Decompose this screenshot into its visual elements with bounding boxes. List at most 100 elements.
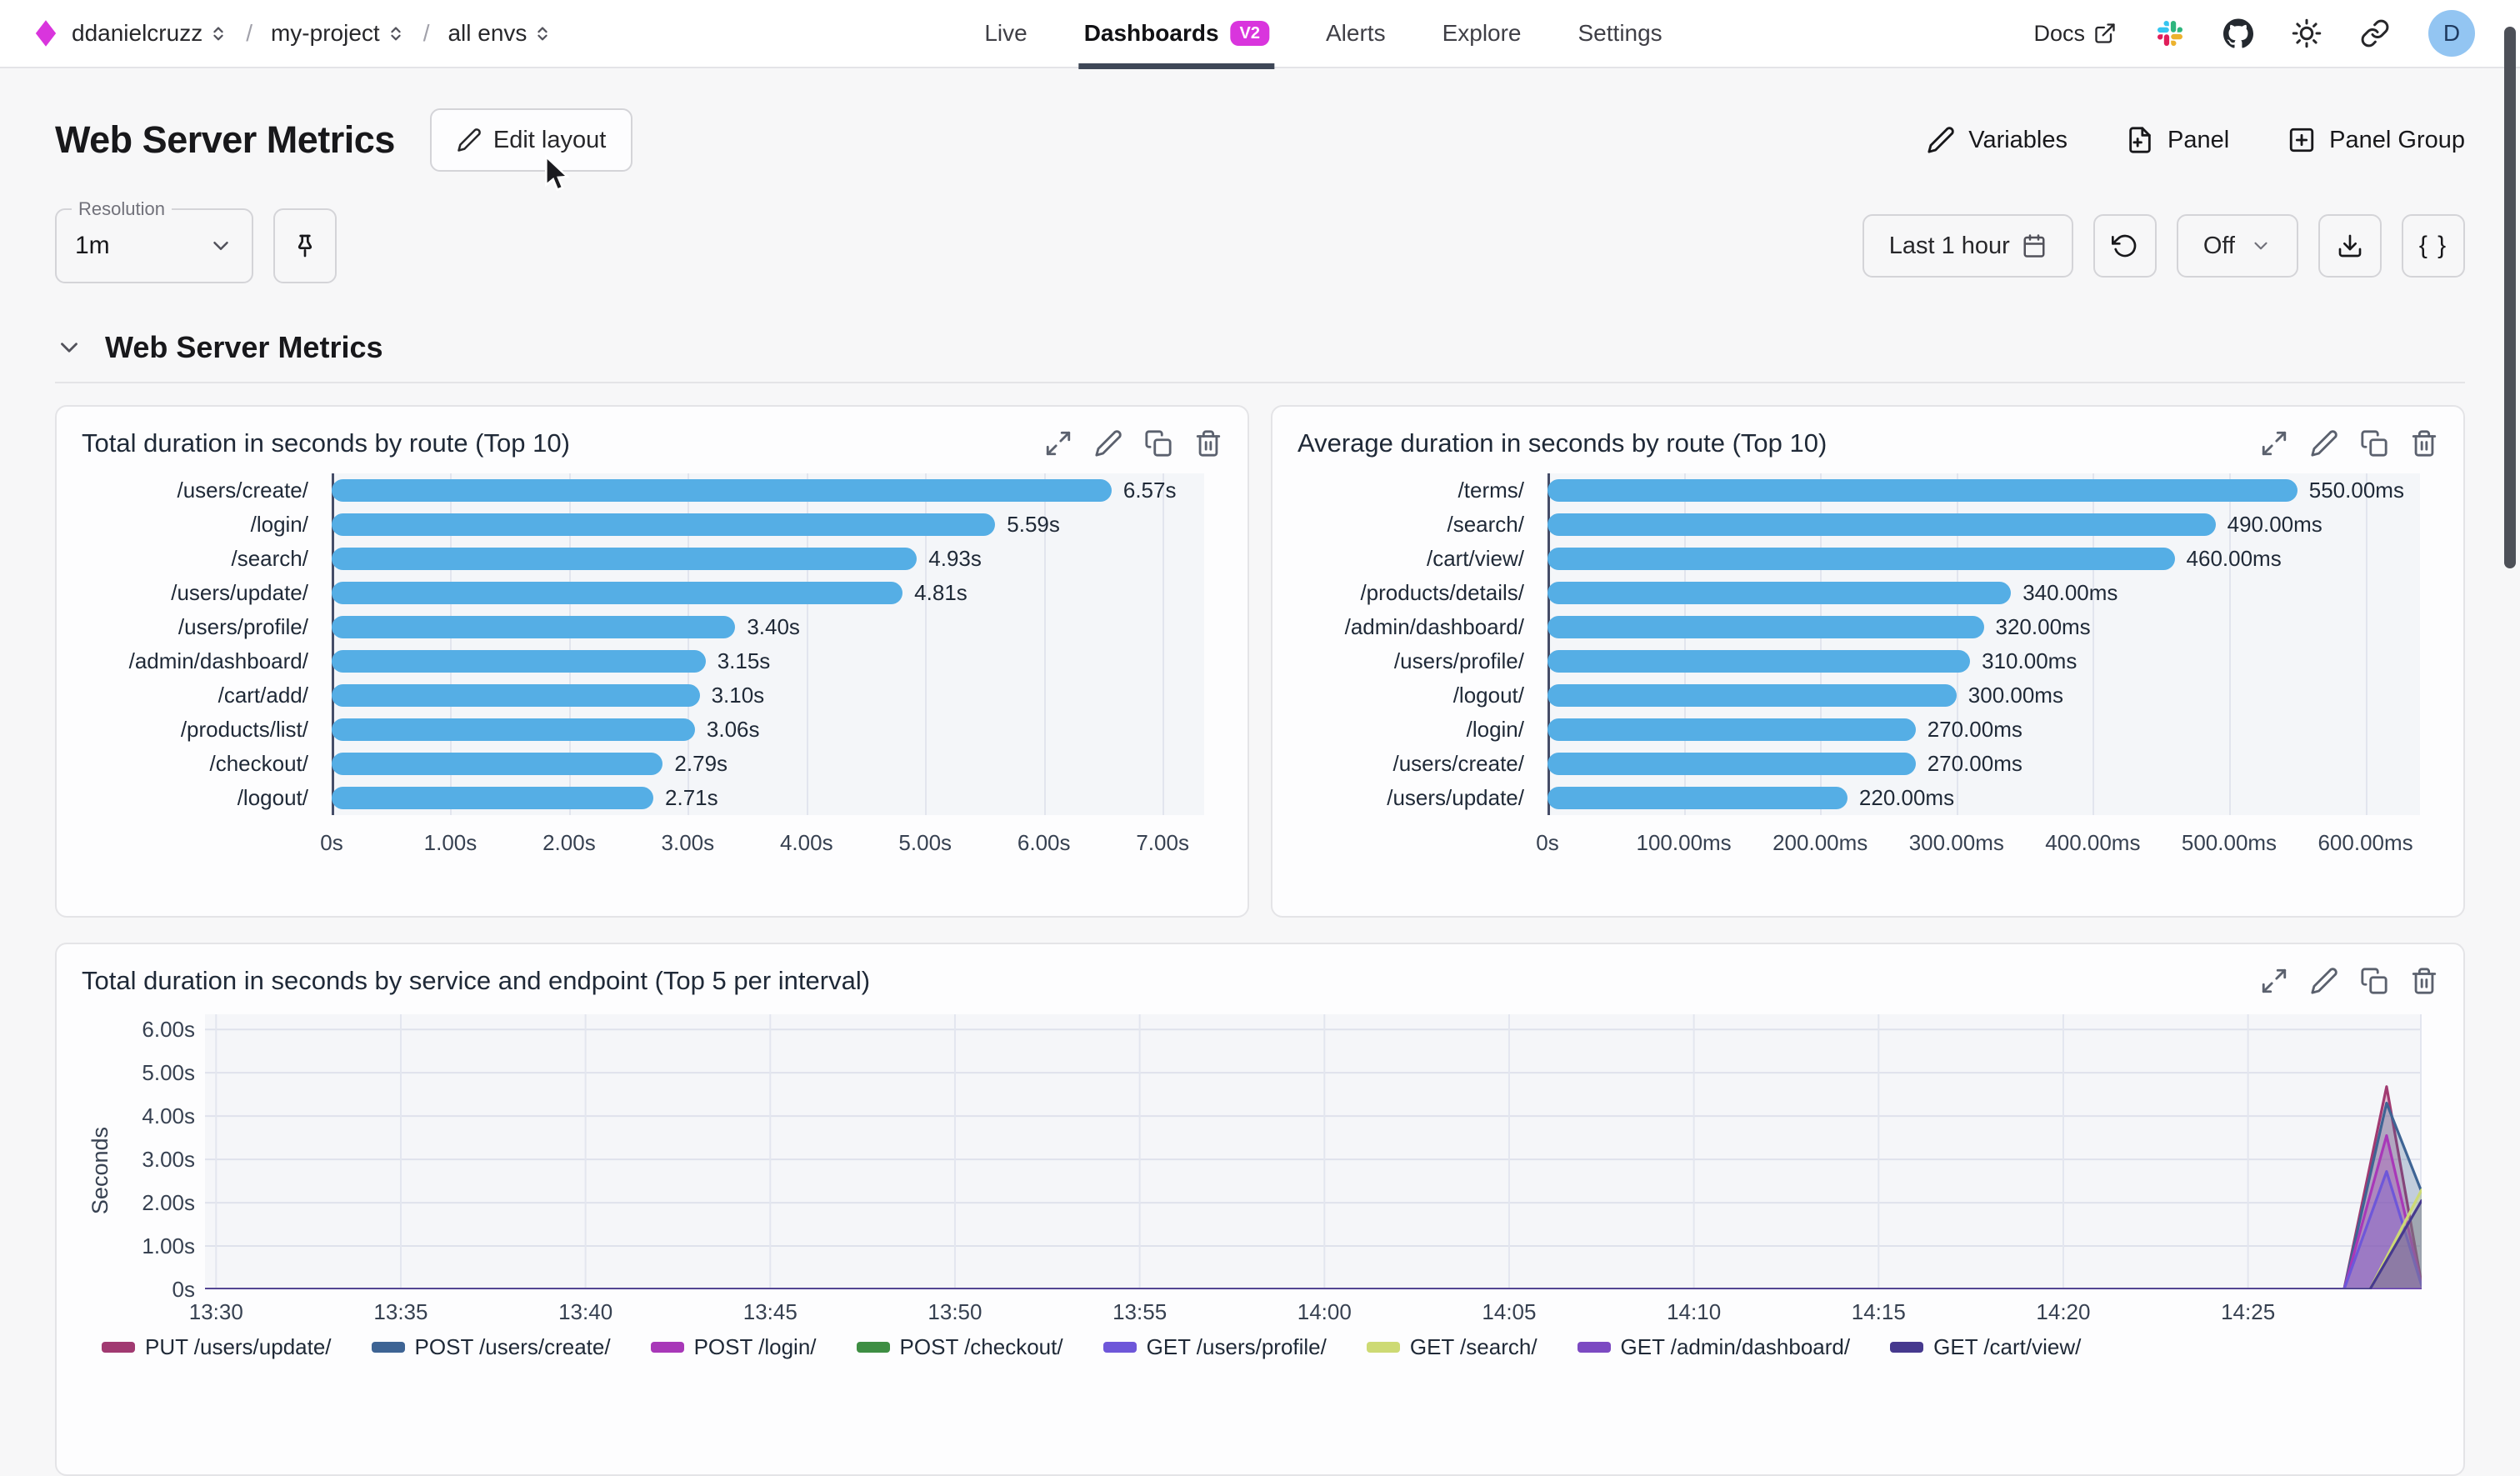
slack-icon[interactable] xyxy=(2155,18,2185,48)
docs-link[interactable]: Docs xyxy=(2033,21,2117,47)
panel-delete-button[interactable] xyxy=(2410,967,2438,995)
nav-right: Docs D xyxy=(2033,10,2475,57)
x-axis-tick: 100.00ms xyxy=(1636,830,1732,855)
line-chart-plot[interactable] xyxy=(205,1014,2422,1289)
bar-row: /terms/550.00ms xyxy=(1298,473,2438,508)
tab-explore[interactable]: Explore xyxy=(1442,20,1522,46)
bar[interactable] xyxy=(1548,684,1957,707)
bar-chart-total-duration: /users/create/6.57s/login/5.59s/search/4… xyxy=(82,473,1222,863)
panel-expand-button[interactable] xyxy=(1044,429,1072,458)
github-icon[interactable] xyxy=(2223,18,2253,48)
bar[interactable] xyxy=(332,650,706,673)
add-panel-button[interactable]: Panel xyxy=(2126,126,2229,154)
docs-label: Docs xyxy=(2033,20,2085,46)
json-view-button[interactable]: { } xyxy=(2402,214,2465,278)
breadcrumb-env[interactable]: all envs xyxy=(448,20,552,47)
panel-edit-button[interactable] xyxy=(1094,429,1122,458)
bar[interactable] xyxy=(332,582,903,604)
bar[interactable] xyxy=(332,548,918,570)
bar-category-label: /logout/ xyxy=(1452,683,1524,708)
breadcrumb-org[interactable]: ddanielcruzz xyxy=(72,20,228,47)
panel-expand-button[interactable] xyxy=(2260,429,2288,458)
bar-value-label: 3.06s xyxy=(706,717,760,742)
header-actions: Variables Panel Panel Group xyxy=(1927,126,2465,154)
bar-value-label: 2.79s xyxy=(674,751,728,776)
collapse-chevron-icon[interactable] xyxy=(55,333,83,362)
avatar[interactable]: D xyxy=(2428,10,2475,57)
vertical-scrollbar[interactable] xyxy=(2504,27,2516,568)
panel-delete-button[interactable] xyxy=(2410,429,2438,458)
legend-item[interactable]: GET /search/ xyxy=(1366,1334,1538,1360)
x-axis-tick: 13:35 xyxy=(373,1299,428,1324)
chevron-updown-icon xyxy=(533,23,552,44)
bar[interactable] xyxy=(332,479,1112,502)
bar[interactable] xyxy=(1548,548,2175,570)
share-link-icon[interactable] xyxy=(2360,18,2390,48)
x-axis-tick: 13:45 xyxy=(742,1299,798,1324)
panel-duplicate-button[interactable] xyxy=(1144,429,1172,458)
bar-category-label: /cart/view/ xyxy=(1426,546,1524,571)
bar-value-label: 270.00ms xyxy=(1927,717,2022,742)
x-axis-tick: 200.00ms xyxy=(1772,830,1868,855)
x-axis-ticks: 13:30 13:35 13:40 13:45 13:50 13:55 14:00 14:05… xyxy=(189,1289,2422,1328)
bar-category-label: /products/details/ xyxy=(1360,580,1524,605)
copy-icon xyxy=(1145,430,1172,457)
bar-category-label: /admin/dashboard/ xyxy=(1344,614,1524,639)
download-button[interactable] xyxy=(2318,214,2382,278)
bar[interactable] xyxy=(1548,718,1916,741)
add-panel-group-button[interactable]: Panel Group xyxy=(2288,126,2465,154)
refresh-button[interactable] xyxy=(2092,214,2157,278)
y-axis-tick: 4.00s xyxy=(142,1103,195,1129)
panel-delete-button[interactable] xyxy=(1194,429,1222,458)
bar-value-label: 460.00ms xyxy=(2186,546,2282,571)
bar[interactable] xyxy=(1548,582,2012,604)
edit-layout-button[interactable]: Edit layout xyxy=(429,108,633,172)
bar[interactable] xyxy=(332,718,695,741)
bar[interactable] xyxy=(332,616,736,638)
legend-item[interactable]: PUT /users/update/ xyxy=(102,1334,332,1360)
x-axis-tick: 14:20 xyxy=(2036,1299,2091,1324)
panel-edit-button[interactable] xyxy=(2310,967,2338,995)
auto-refresh-select[interactable]: Off xyxy=(2176,214,2298,278)
bar[interactable] xyxy=(332,787,654,809)
tab-live[interactable]: Live xyxy=(984,20,1028,46)
variables-button[interactable]: Variables xyxy=(1927,126,2068,154)
expand-icon xyxy=(2262,968,2287,993)
bar[interactable] xyxy=(1548,616,1984,638)
legend-item[interactable]: POST /users/create/ xyxy=(371,1334,611,1360)
bar-value-label: 4.93s xyxy=(928,546,982,571)
tab-dashboards[interactable]: Dashboards V2 xyxy=(1078,0,1275,69)
theme-sun-icon[interactable] xyxy=(2292,18,2322,48)
bar[interactable] xyxy=(332,753,663,775)
legend-item[interactable]: GET /admin/dashboard/ xyxy=(1577,1334,1850,1360)
tab-settings[interactable]: Settings xyxy=(1578,20,1662,46)
resolution-select[interactable]: Resolution 1m xyxy=(55,198,253,283)
legend-item[interactable]: GET /users/profile/ xyxy=(1102,1334,1327,1360)
bar[interactable] xyxy=(1548,753,1916,775)
y-axis-tick: 3.00s xyxy=(142,1147,195,1173)
breadcrumb-project[interactable]: my-project xyxy=(271,20,405,47)
panel-duplicate-button[interactable] xyxy=(2360,429,2388,458)
legend-item[interactable]: POST /checkout/ xyxy=(856,1334,1063,1360)
bar[interactable] xyxy=(1548,787,1848,809)
legend-item[interactable]: GET /cart/view/ xyxy=(1890,1334,2081,1360)
bar[interactable] xyxy=(1548,513,2216,536)
bar[interactable] xyxy=(1548,650,1971,673)
time-range-button[interactable]: Last 1 hour xyxy=(1862,214,2073,278)
bar-category-label: /checkout/ xyxy=(209,751,308,776)
panel-duplicate-button[interactable] xyxy=(2360,967,2388,995)
legend-swatch xyxy=(1890,1342,1924,1353)
legend-swatch xyxy=(1577,1342,1611,1353)
pin-resolution-button[interactable] xyxy=(273,208,337,283)
legend-label: GET /users/profile/ xyxy=(1146,1334,1327,1359)
bar-category-label: /products/list/ xyxy=(180,717,308,742)
y-axis-tick: 1.00s xyxy=(142,1233,195,1259)
bar[interactable] xyxy=(1548,479,2298,502)
panel-expand-button[interactable] xyxy=(2260,967,2288,995)
panel-edit-button[interactable] xyxy=(2310,429,2338,458)
bar[interactable] xyxy=(332,513,996,536)
x-axis-tick: 14:10 xyxy=(1667,1299,1722,1324)
bar[interactable] xyxy=(332,684,700,707)
legend-item[interactable]: POST /login/ xyxy=(650,1334,817,1360)
tab-alerts[interactable]: Alerts xyxy=(1325,20,1386,46)
